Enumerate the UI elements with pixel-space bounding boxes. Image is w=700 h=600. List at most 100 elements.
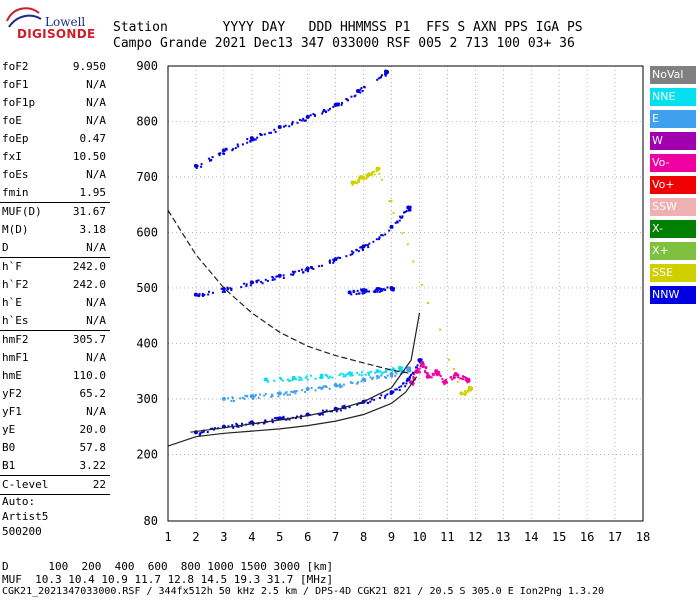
trace-point <box>353 182 356 185</box>
trace-point <box>282 274 285 277</box>
trace-point <box>312 267 315 270</box>
trace-series <box>347 285 396 296</box>
x-tick-label: 8 <box>360 530 367 544</box>
trace-point <box>325 409 328 412</box>
trace-point <box>310 386 313 389</box>
param-value: 10.50 <box>72 150 106 163</box>
trace-point <box>393 368 396 371</box>
trace-point <box>340 385 343 388</box>
trace-point <box>385 70 388 73</box>
trace-point <box>405 209 408 212</box>
trace-point <box>275 275 278 278</box>
trace-point <box>254 138 257 141</box>
trace-point <box>339 256 342 259</box>
param-value: 3.18 <box>79 223 107 236</box>
trace-point <box>391 392 394 395</box>
trace-point <box>367 402 370 405</box>
trace-point <box>352 182 355 185</box>
trace-point <box>427 301 430 304</box>
param-row: D N/A <box>0 239 110 257</box>
plot-frame <box>167 65 644 522</box>
trace-point <box>298 118 301 121</box>
param-value: 3.22 <box>79 459 107 472</box>
trace-point <box>351 253 354 256</box>
trace-point <box>333 260 336 263</box>
y-tick-label: 200 <box>136 447 158 461</box>
y-tick-label: 700 <box>136 170 158 184</box>
trace-point <box>466 378 469 381</box>
trace-point <box>246 138 249 141</box>
trace-point <box>408 378 411 381</box>
trace-point <box>271 394 274 397</box>
trace-point <box>264 278 267 281</box>
trace-point <box>225 147 228 150</box>
trace-point <box>381 234 384 237</box>
trace-point <box>391 289 394 292</box>
trace-point <box>291 122 294 125</box>
trace-point <box>207 157 210 160</box>
trace-point <box>399 215 402 218</box>
param-label: yE <box>2 423 16 436</box>
trace-point <box>404 385 407 388</box>
footer-muf-row: MUF 10.3 10.4 10.9 11.7 12.8 14.5 19.3 3… <box>2 573 334 586</box>
param-value: N/A <box>86 314 106 327</box>
trace-point <box>271 418 274 421</box>
trace-point <box>395 388 398 391</box>
trace-point <box>271 278 274 281</box>
trace-point <box>371 377 374 380</box>
trace-point <box>237 145 240 148</box>
trace-point <box>400 216 403 219</box>
trace-point <box>408 209 411 212</box>
x-tick-label: 9 <box>388 530 395 544</box>
trace-point <box>456 380 459 383</box>
trace-point <box>401 232 404 235</box>
x-tick-label: 13 <box>496 530 510 544</box>
param-value: 305.7 <box>72 333 106 346</box>
trace-point <box>251 395 254 398</box>
trace-point <box>457 376 460 379</box>
curve-line <box>167 209 415 375</box>
trace-point <box>367 246 370 249</box>
trace-point <box>200 431 203 434</box>
param-value: N/A <box>86 241 106 254</box>
param-separator <box>0 475 110 476</box>
trace-point <box>437 370 440 373</box>
trace-point <box>422 365 425 368</box>
trace-point <box>199 433 202 436</box>
param-separator <box>0 330 110 331</box>
trace-point <box>285 391 288 394</box>
trace-point <box>232 148 235 151</box>
param-row: h`Es N/A <box>0 312 110 330</box>
trace-point <box>466 379 469 382</box>
trace-point <box>249 284 252 287</box>
trace-point <box>356 181 359 184</box>
trace-point <box>284 392 287 395</box>
trace-point <box>219 152 222 155</box>
trace-point <box>359 88 362 91</box>
trace-point <box>436 374 439 377</box>
trace-point <box>282 125 285 128</box>
trace-point <box>307 115 310 118</box>
trace-point <box>218 154 221 157</box>
trace-point <box>282 417 285 420</box>
trace-point <box>337 256 340 259</box>
param-row: fxI 10.50 <box>0 148 110 166</box>
trace-point <box>396 220 399 223</box>
trace-point <box>300 268 303 271</box>
legend-item: X- <box>650 220 696 238</box>
trace-point <box>382 288 385 291</box>
trace-point <box>365 288 368 291</box>
grid <box>167 65 644 522</box>
trace-point <box>286 378 289 381</box>
trace-point <box>277 391 282 396</box>
trace-point <box>246 141 249 144</box>
trace-point <box>267 380 270 383</box>
trace-point <box>322 385 325 388</box>
trace-point <box>424 365 427 368</box>
trace-point <box>409 368 412 371</box>
trace-point <box>392 211 395 214</box>
trace-point <box>305 386 310 391</box>
trace-point <box>352 251 355 254</box>
trace-point <box>404 210 407 213</box>
trace-point <box>359 246 362 249</box>
